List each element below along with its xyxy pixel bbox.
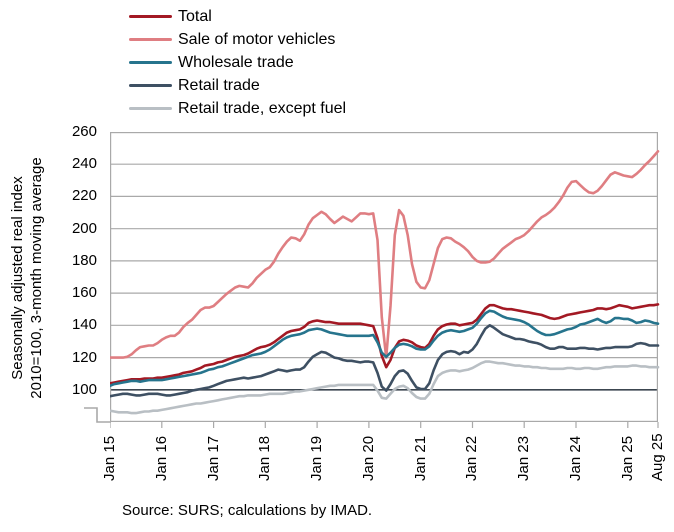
x-tick-label-Jan-21: Jan 21 [412, 435, 429, 481]
x-tick-label-Jan-15: Jan 15 [101, 435, 118, 481]
series-line-motor-vehicles [110, 149, 660, 359]
x-tick-label-Jan-17: Jan 17 [205, 435, 222, 481]
y-tick-label-260: 260 [71, 123, 97, 140]
x-tick-label-Aug-25: Aug 25 [649, 433, 666, 481]
y-tick-label-160: 160 [71, 284, 97, 301]
y-tick-label-140: 140 [71, 316, 97, 333]
x-tick-label-Jan-19: Jan 19 [308, 435, 325, 481]
legend-line-icon [129, 37, 172, 42]
series-line-total [110, 303, 660, 385]
legend-line-icon [129, 14, 172, 19]
legend-line-icon [129, 60, 172, 65]
axis-break-icon [84, 407, 111, 423]
y-axis-title-line1: Seasonally adjusted real index [9, 176, 26, 380]
source-note: Source: SURS; calculations by IMAD. [122, 502, 373, 519]
y-tick-label-100: 100 [71, 381, 97, 398]
x-tick-label-Jan-23: Jan 23 [515, 435, 532, 481]
legend-item-motor-vehicles: Sale of motor vehicles [129, 28, 346, 51]
legend-line-icon [129, 83, 172, 88]
legend-label: Total [178, 7, 212, 25]
x-tick-label-Jan-16: Jan 16 [153, 435, 170, 481]
series-line-retail-except-fuel [110, 360, 660, 415]
legend-item-total: Total [129, 5, 346, 28]
legend-label: Sale of motor vehicles [178, 30, 336, 48]
series-line-retail [110, 324, 660, 398]
legend: Total Sale of motor vehicles Wholesale tra… [129, 5, 346, 120]
x-tick-label-Jan-20: Jan 20 [360, 435, 377, 481]
legend-label: Retail trade, except fuel [178, 99, 347, 117]
x-tick-label-Jan-25: Jan 25 [619, 435, 636, 481]
y-tick-label-220: 220 [71, 187, 97, 204]
legend-line-icon [129, 106, 172, 111]
x-tick-label-Jan-22: Jan 22 [463, 435, 480, 481]
y-axis-title: Seasonally adjusted real index 2010=100,… [8, 119, 46, 437]
y-axis-title-line2: 2010=100, 3-month moving average [28, 157, 45, 399]
legend-item-wholesale: Wholesale trade [129, 51, 346, 74]
x-tick-label-Jan-18: Jan 18 [256, 435, 273, 481]
series-line-wholesale [110, 309, 660, 388]
legend-label: Retail trade [178, 76, 260, 94]
legend-item-retail: Retail trade [129, 74, 346, 97]
legend-item-retail-except-fuel: Retail trade, except fuel [129, 97, 346, 120]
y-tick-label-180: 180 [71, 252, 97, 269]
y-tick-label-240: 240 [71, 155, 97, 172]
y-tick-label-200: 200 [71, 220, 97, 237]
legend-label: Wholesale trade [178, 53, 294, 71]
x-tick-label-Jan-24: Jan 24 [567, 435, 584, 481]
plot-border [110, 132, 658, 422]
y-tick-label-120: 120 [71, 349, 97, 366]
plot-area [110, 132, 660, 428]
